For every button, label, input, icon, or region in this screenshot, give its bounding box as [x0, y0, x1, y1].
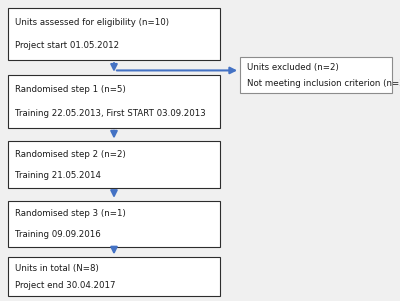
FancyBboxPatch shape — [8, 141, 220, 188]
Text: Randomised step 3 (n=1): Randomised step 3 (n=1) — [15, 209, 126, 218]
FancyBboxPatch shape — [240, 57, 392, 93]
Text: Training 21.05.2014: Training 21.05.2014 — [15, 171, 101, 180]
FancyBboxPatch shape — [8, 201, 220, 247]
Text: Randomised step 1 (n=5): Randomised step 1 (n=5) — [15, 85, 126, 95]
Text: Training 22.05.2013, First START 03.09.2013: Training 22.05.2013, First START 03.09.2… — [15, 109, 206, 118]
Text: Training 09.09.2016: Training 09.09.2016 — [15, 230, 101, 239]
Text: Not meeting inclusion criterion (n=2): Not meeting inclusion criterion (n=2) — [247, 79, 400, 88]
Text: Randomised step 2 (n=2): Randomised step 2 (n=2) — [15, 150, 126, 159]
FancyBboxPatch shape — [8, 75, 220, 128]
Text: Units excluded (n=2): Units excluded (n=2) — [247, 63, 339, 72]
Text: Units assessed for eligibility (n=10): Units assessed for eligibility (n=10) — [15, 18, 169, 27]
Text: Units in total (N=8): Units in total (N=8) — [15, 264, 99, 273]
Text: Project end 30.04.2017: Project end 30.04.2017 — [15, 281, 116, 290]
FancyBboxPatch shape — [8, 8, 220, 60]
Text: Project start 01.05.2012: Project start 01.05.2012 — [15, 41, 119, 50]
FancyBboxPatch shape — [8, 257, 220, 296]
